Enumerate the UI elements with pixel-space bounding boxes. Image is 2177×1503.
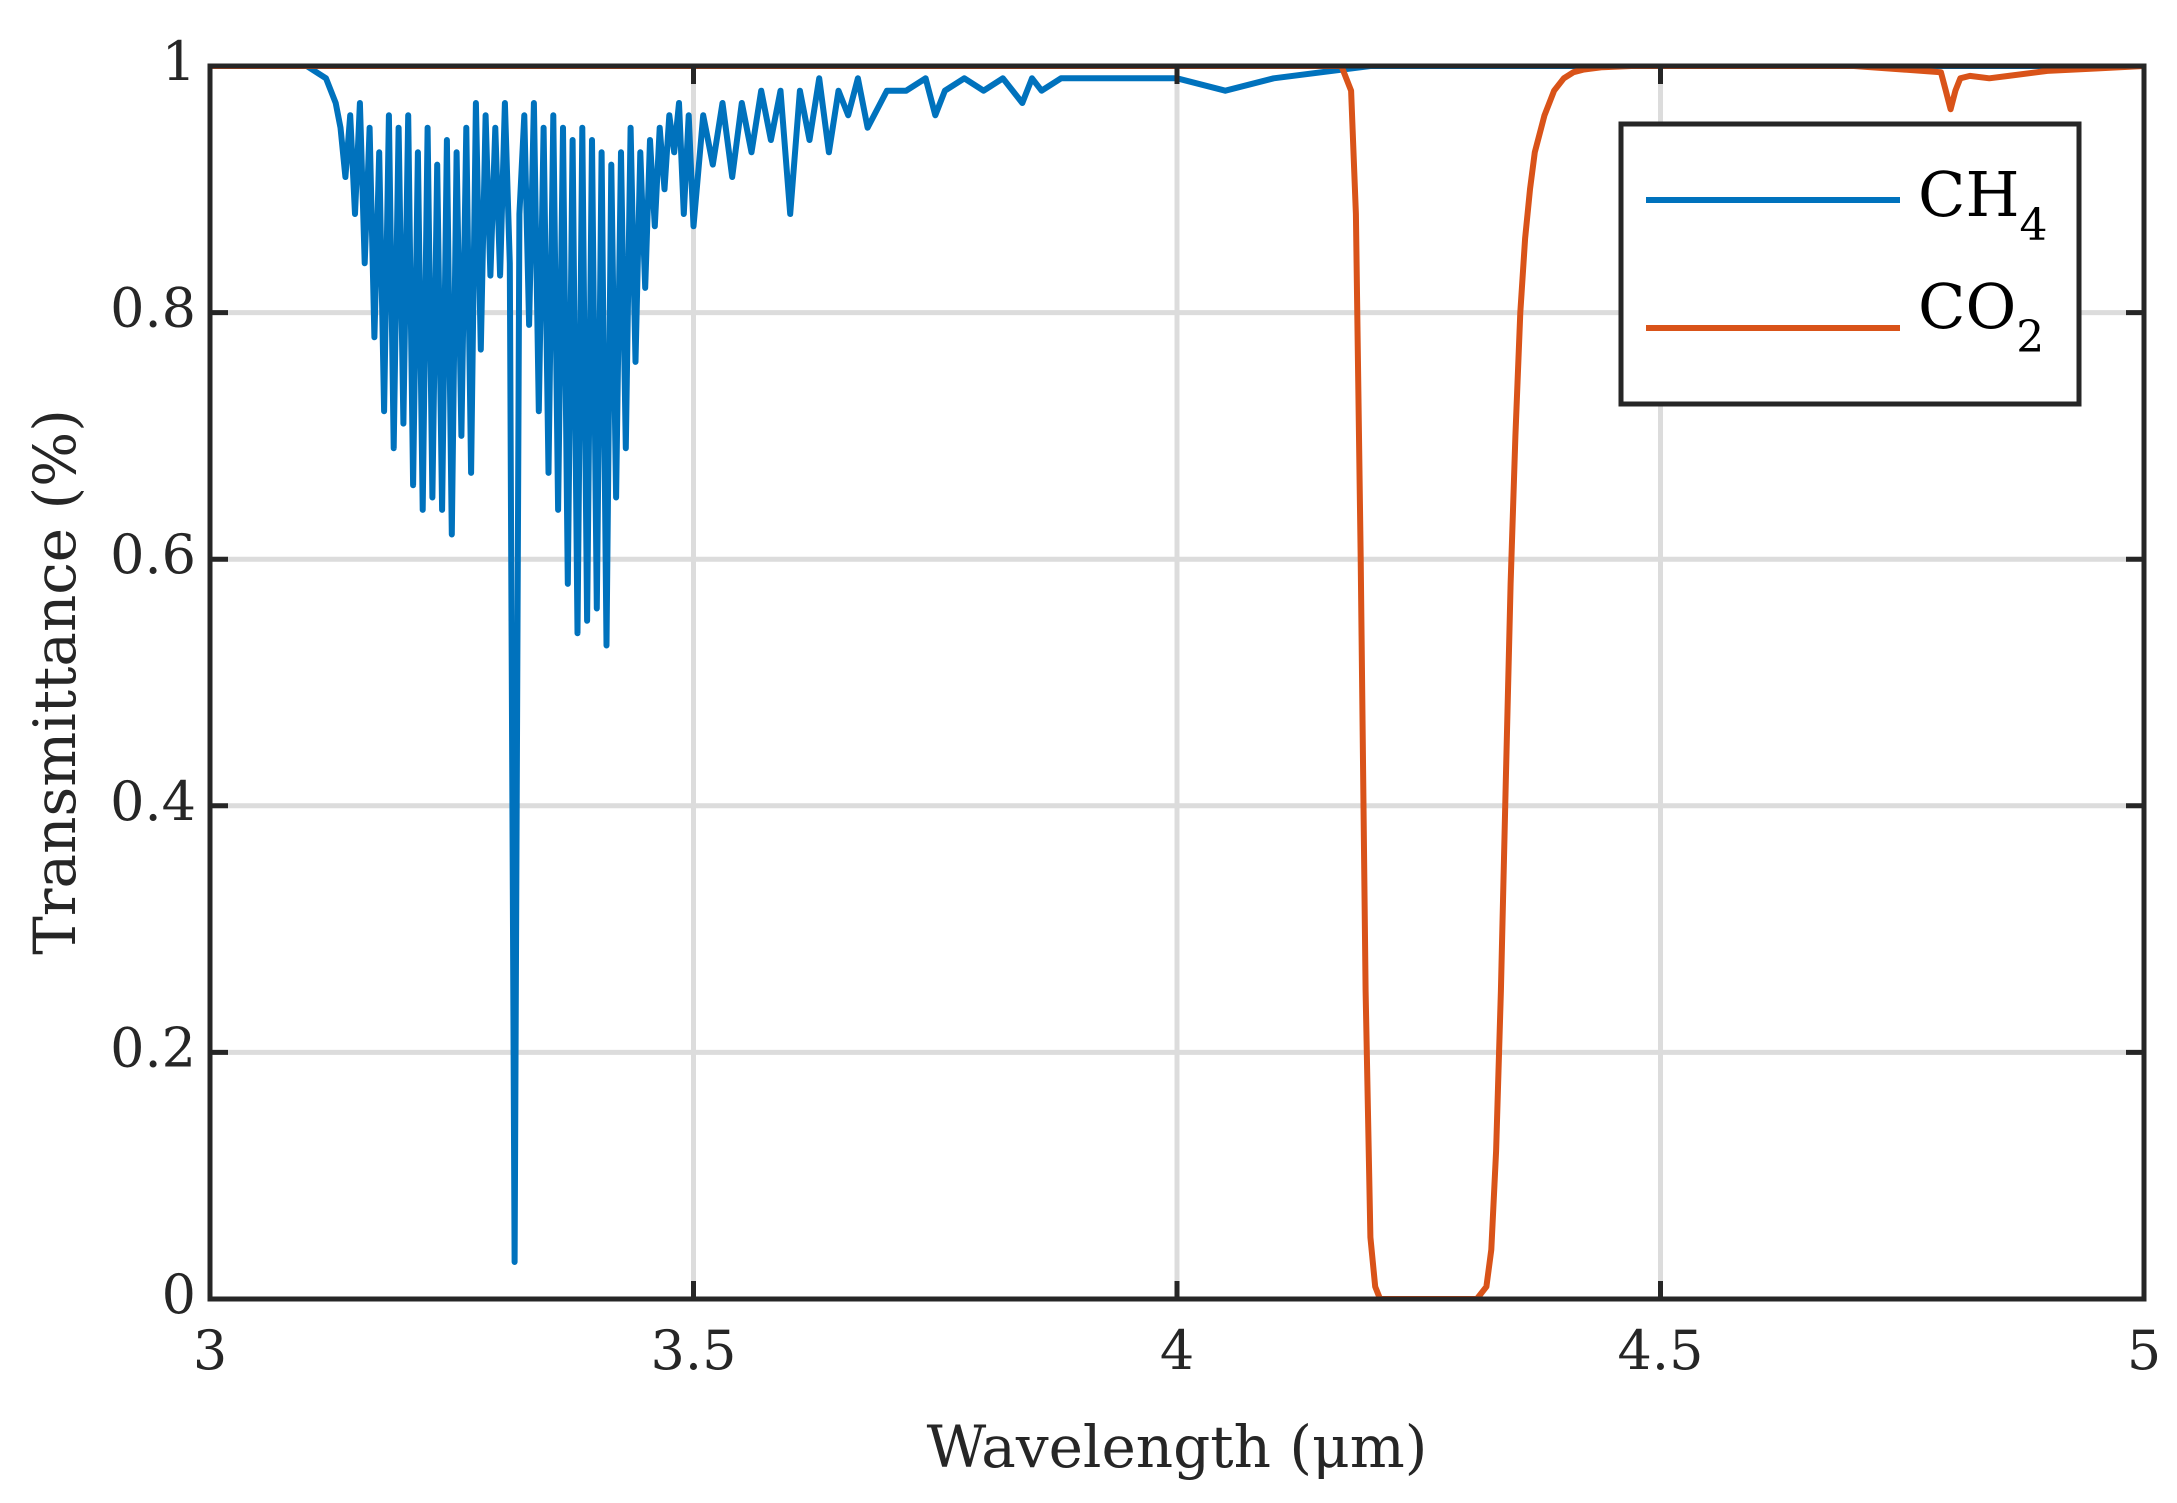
y-tick-label: 0.2 bbox=[110, 1016, 196, 1079]
series-line-co2 bbox=[210, 64, 2144, 1301]
x-tick-label: 4 bbox=[1160, 1319, 1194, 1382]
legend: CH4 CO2 bbox=[1618, 121, 2082, 407]
series-layer bbox=[210, 64, 2144, 1301]
legend-label-co2-main: CO bbox=[1918, 270, 2016, 343]
y-tick-label: 0.8 bbox=[110, 277, 196, 340]
x-tick-label: 5 bbox=[2127, 1319, 2161, 1382]
ticks-layer bbox=[207, 63, 2147, 1302]
x-tick-label: 4.5 bbox=[1618, 1319, 1704, 1382]
legend-label-ch4-main: CH bbox=[1918, 158, 2020, 231]
legend-label-ch4: CH4 bbox=[1918, 158, 2048, 250]
y-tick-label: 0.6 bbox=[110, 523, 196, 586]
x-tick-label: 3.5 bbox=[651, 1319, 737, 1382]
y-tick-label: 1 bbox=[162, 30, 196, 93]
y-axis-label: Transmittance (%) bbox=[21, 409, 89, 955]
y-tick-label: 0 bbox=[162, 1263, 196, 1326]
legend-label-co2-sub: 2 bbox=[2016, 312, 2044, 363]
legend-label-co2: CO2 bbox=[1918, 270, 2044, 362]
legend-box bbox=[1618, 121, 2082, 407]
y-tick-label: 0.4 bbox=[110, 770, 196, 833]
x-tick-label: 3 bbox=[193, 1319, 227, 1382]
legend-label-ch4-sub: 4 bbox=[2020, 200, 2048, 251]
x-axis-label: Wavelength (μm) bbox=[927, 1413, 1428, 1481]
series-line-ch4 bbox=[210, 64, 2144, 1265]
tick-labels-layer: 3 3.5 4 4.5 5 0 0.2 0.4 0.6 0.8 1 bbox=[110, 30, 2161, 1382]
